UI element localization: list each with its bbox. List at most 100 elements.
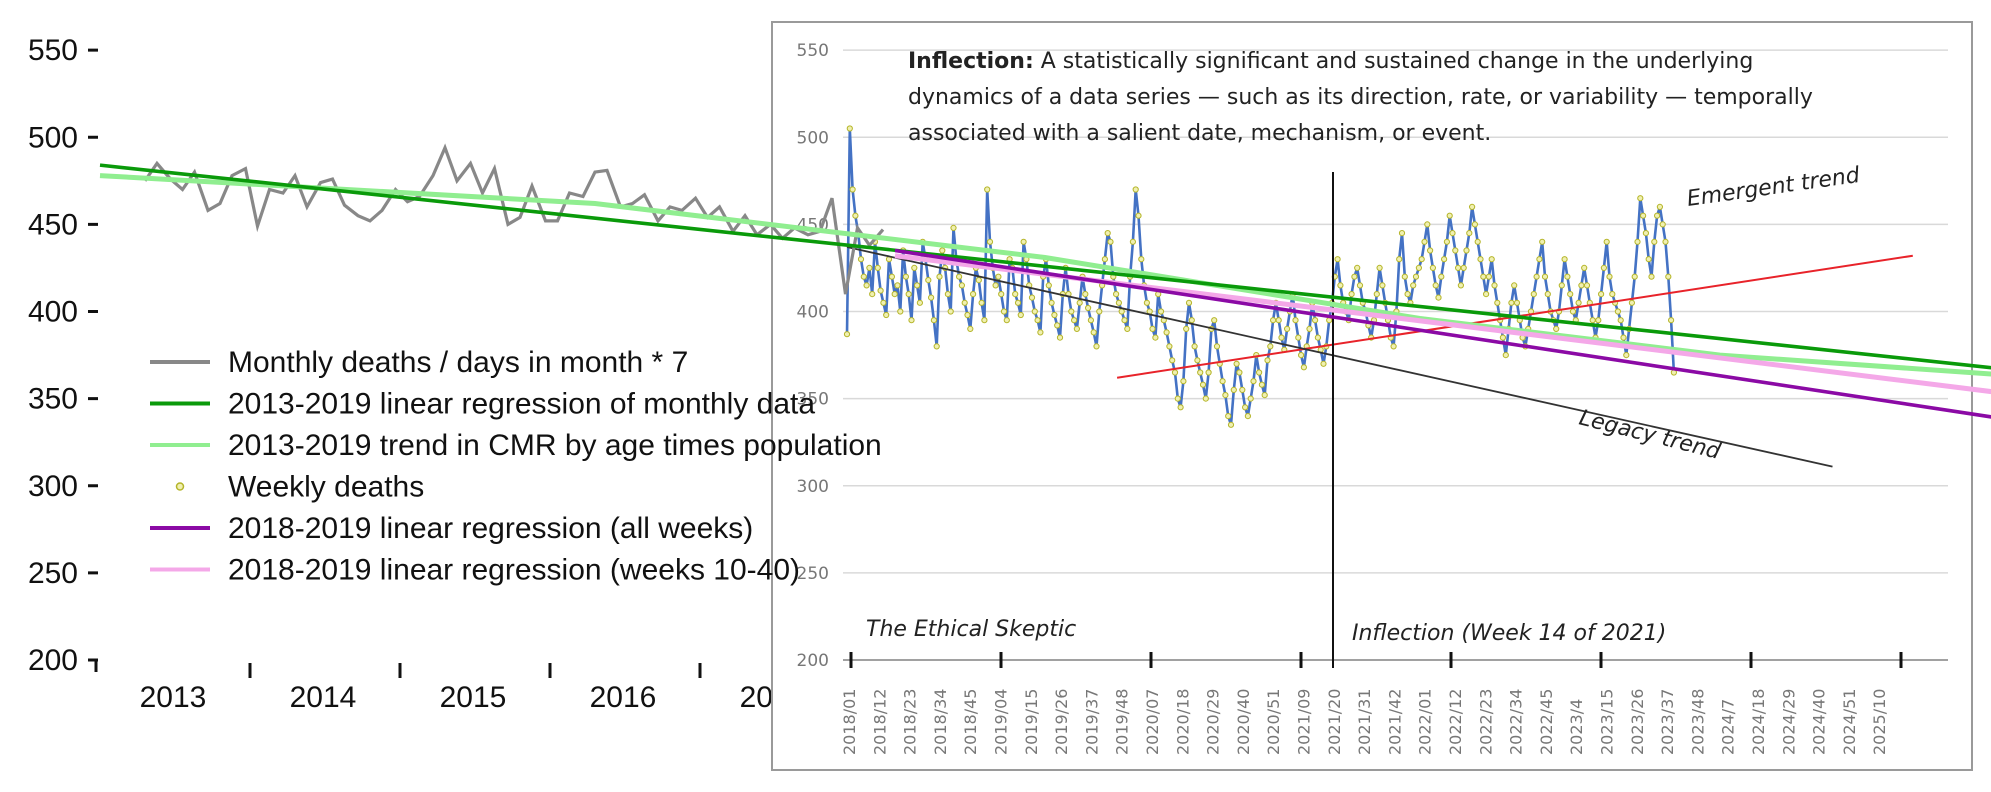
weekly-deaths-point	[1227, 421, 1235, 428]
weekly-deaths-point	[967, 325, 974, 332]
inset-week-label: 2019/37	[1082, 689, 1101, 755]
definition-line-3: associated with a salient date, mechanis…	[908, 121, 1491, 146]
weekly-deaths-point	[1351, 273, 1358, 280]
regression-all-weeks-line	[894, 248, 1991, 419]
weekly-deaths-point	[1471, 221, 1479, 228]
weekly-deaths-point	[1300, 364, 1308, 371]
weekly-deaths-point	[1138, 256, 1145, 263]
inset-week-label: 2023/26	[1628, 689, 1647, 755]
weekly-deaths-point	[1076, 299, 1083, 306]
weekly-deaths-point	[1256, 369, 1263, 376]
weekly-deaths-point	[1244, 413, 1252, 420]
weekly-deaths-point	[1250, 378, 1257, 385]
weekly-deaths-point	[1558, 282, 1565, 289]
weekly-deaths-point	[1499, 334, 1507, 341]
weekly-deaths-point	[866, 264, 873, 271]
inset-week-label: 2024/18	[1749, 689, 1768, 755]
weekly-deaths-point	[1396, 256, 1403, 263]
weekly-deaths-point	[978, 299, 985, 306]
weekly-deaths-point	[846, 125, 853, 132]
weekly-deaths-point	[1446, 212, 1453, 219]
weekly-deaths-point	[981, 317, 988, 324]
weekly-deaths-point	[1068, 308, 1075, 315]
weekly-deaths-point	[1469, 203, 1476, 210]
weekly-deaths-point	[961, 299, 968, 306]
weekly-deaths-point	[1494, 299, 1501, 306]
weekly-deaths-point	[1404, 291, 1411, 298]
weekly-deaths-point	[1124, 325, 1131, 332]
weekly-deaths-point	[1410, 282, 1417, 289]
weekly-deaths-point	[1502, 352, 1509, 359]
weekly-deaths-point	[1143, 299, 1151, 306]
weekly-deaths-point	[1233, 360, 1240, 367]
weekly-deaths-point	[883, 311, 890, 319]
weekly-deaths-point	[1107, 238, 1114, 245]
weekly-deaths-point	[995, 273, 1002, 280]
inset-week-label: 2019/15	[1022, 689, 1041, 755]
weekly-deaths-point	[956, 273, 963, 280]
weekly-deaths-point	[1390, 343, 1397, 350]
weekly-deaths-point	[877, 287, 884, 294]
weekly-deaths-point	[1194, 357, 1201, 364]
weekly-deaths-point	[897, 308, 904, 315]
weekly-deaths-point	[1640, 212, 1647, 219]
weekly-deaths-point	[998, 291, 1005, 298]
weekly-deaths-point	[857, 256, 865, 263]
inset-week-label: 2018/23	[901, 689, 920, 755]
weekly-deaths-point	[947, 308, 954, 315]
weekly-deaths-point	[1603, 238, 1610, 245]
inflection-label: Inflection (Week 14 of 2021)	[1352, 621, 1666, 646]
weekly-deaths-point	[908, 317, 915, 324]
monthly-deaths-line	[143, 143, 885, 295]
weekly-deaths-point	[1270, 317, 1277, 324]
definition-term: Inflection:	[908, 49, 1034, 74]
inset-week-label: 2024/7	[1719, 699, 1738, 755]
legacy-trend-line	[846, 246, 1833, 468]
weekly-deaths-point	[1199, 381, 1207, 388]
y-tick-label: 350	[28, 383, 78, 416]
weekly-deaths-point	[1651, 238, 1658, 245]
weekly-deaths-point	[1211, 317, 1218, 324]
y-tick-label: 550	[28, 34, 78, 67]
x-tick-label: 2015	[440, 681, 507, 714]
weekly-deaths-point	[1530, 291, 1537, 298]
weekly-deaths-point	[1149, 325, 1156, 332]
inset-week-label: 2021/20	[1325, 689, 1344, 755]
definition-line-1: Inflection: A statistically significant …	[908, 49, 1753, 74]
weekly-deaths-point	[1589, 317, 1596, 324]
weekly-deaths-point	[1267, 343, 1274, 350]
weekly-deaths-point	[1000, 308, 1008, 315]
weekly-deaths-point	[1598, 291, 1605, 298]
weekly-deaths-point	[1017, 311, 1024, 319]
weekly-deaths-point	[1222, 392, 1229, 399]
weekly-deaths-point	[880, 299, 887, 306]
weekly-deaths-point	[1429, 264, 1437, 271]
weekly-deaths-point	[1014, 299, 1022, 306]
weekly-deaths-point	[1438, 273, 1445, 280]
inset-y-tick-label: 550	[797, 41, 829, 61]
weekly-deaths-point	[1135, 212, 1142, 219]
inset-y-tick-label: 500	[797, 128, 829, 148]
weekly-deaths-point	[1645, 256, 1652, 263]
weekly-deaths-point	[1432, 282, 1439, 289]
weekly-deaths-point	[1314, 334, 1322, 341]
weekly-deaths-point	[1614, 308, 1622, 315]
weekly-deaths-point	[1583, 282, 1591, 289]
weekly-deaths-point	[992, 282, 999, 289]
weekly-deaths-point	[1376, 264, 1383, 271]
weekly-deaths-point	[1617, 317, 1624, 324]
weekly-deaths-point	[914, 282, 921, 289]
inset-y-tick-label: 250	[797, 564, 829, 584]
weekly-deaths-point	[1488, 256, 1495, 263]
weekly-deaths-point	[1129, 238, 1137, 245]
y-tick-label: 200	[28, 644, 78, 677]
weekly-deaths-point	[1415, 264, 1423, 271]
weekly-deaths-point	[1090, 329, 1097, 336]
weekly-deaths-point	[950, 224, 957, 231]
weekly-deaths-point	[1073, 325, 1081, 332]
weekly-deaths-point	[1205, 369, 1212, 376]
inset-y-tick-label: 200	[797, 651, 829, 671]
weekly-deaths-point	[1213, 343, 1221, 350]
